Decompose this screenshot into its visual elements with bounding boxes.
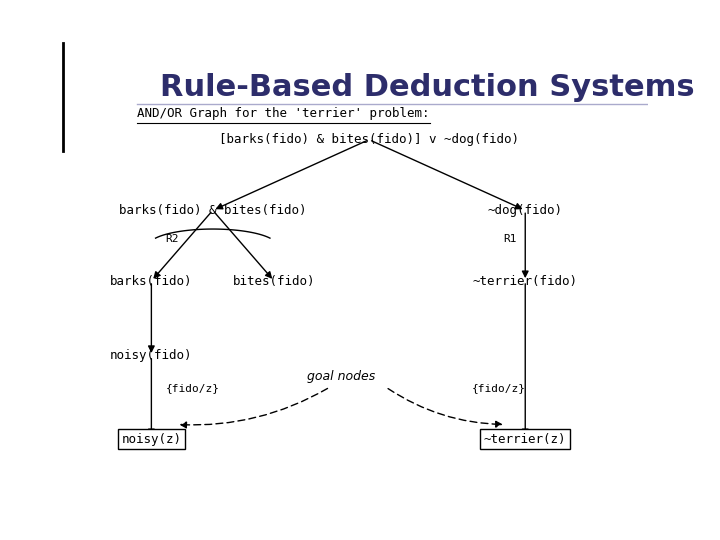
Text: R1: R1 [503, 234, 516, 244]
Text: bites(fido): bites(fido) [233, 274, 315, 287]
Text: noisy(fido): noisy(fido) [110, 349, 193, 362]
Text: barks(fido) & bites(fido): barks(fido) & bites(fido) [119, 204, 307, 217]
Text: ~dog(fido): ~dog(fido) [487, 204, 563, 217]
Text: [barks(fido) & bites(fido)] v ~dog(fido): [barks(fido) & bites(fido)] v ~dog(fido) [219, 133, 519, 146]
Text: noisy(z): noisy(z) [122, 433, 181, 446]
Text: Rule-Based Deduction Systems: Rule-Based Deduction Systems [160, 73, 694, 102]
Text: goal nodes: goal nodes [307, 370, 375, 383]
Text: R2: R2 [166, 234, 179, 244]
Text: {fido/z}: {fido/z} [166, 383, 220, 393]
Text: ~terrier(fido): ~terrier(fido) [473, 274, 577, 287]
Text: {fido/z}: {fido/z} [472, 383, 526, 393]
Text: ~terrier(z): ~terrier(z) [484, 433, 567, 446]
Text: AND/OR Graph for the 'terrier' problem:: AND/OR Graph for the 'terrier' problem: [138, 107, 430, 120]
Text: barks(fido): barks(fido) [110, 274, 193, 287]
